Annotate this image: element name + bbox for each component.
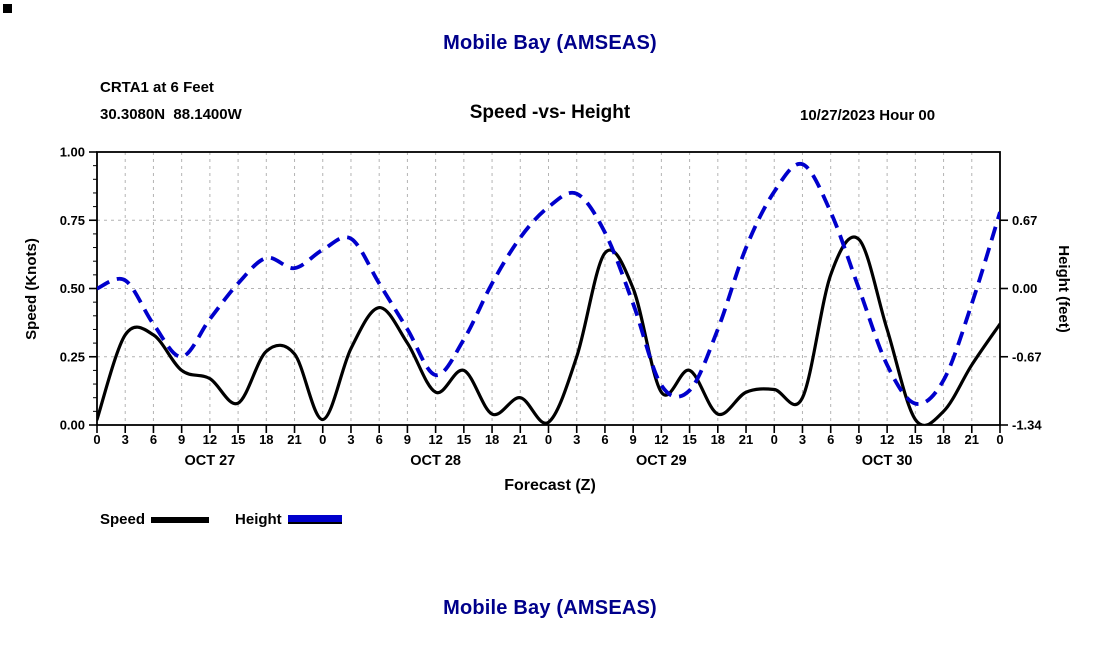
forecast-datetime: 10/27/2023 Hour 00 (800, 107, 936, 124)
x-axis-tick-label: 12 (654, 432, 668, 447)
x-axis-tick-label: 18 (259, 432, 273, 447)
right-axis-tick-label: -0.67 (1012, 349, 1042, 364)
left-axis-tick-label: 0.00 (60, 418, 85, 433)
speed-curve (97, 235, 1000, 425)
x-axis-tick-label: 15 (231, 432, 245, 447)
x-axis-tick-label: 15 (457, 432, 471, 447)
left-axis-tick-label: 0.75 (60, 213, 85, 228)
x-axis-tick-label: 21 (965, 432, 979, 447)
footer-title: Mobile Bay (AMSEAS) (443, 597, 657, 619)
x-axis-tick-label: 21 (287, 432, 301, 447)
height-line-swatch (287, 515, 342, 524)
x-axis-tick-label: 6 (601, 432, 608, 447)
x-axis-tick-label: 18 (711, 432, 725, 447)
x-axis-tick-label: 15 (682, 432, 696, 447)
corner-mark (3, 4, 12, 13)
x-axis-tick-label: 21 (513, 432, 527, 447)
x-axis-tick-label: 0 (93, 432, 100, 447)
right-axis-tick-label: 0.00 (1012, 281, 1037, 296)
x-axis-tick-label: 15 (908, 432, 922, 447)
x-axis-tick-label: 0 (771, 432, 778, 447)
x-axis-tick-label: 9 (178, 432, 185, 447)
x-axis-tick-label: 3 (122, 432, 129, 447)
x-axis-tick-label: 21 (739, 432, 753, 447)
legend-height-label: Height (235, 511, 282, 528)
x-axis-tick-label: 12 (203, 432, 217, 447)
legend: Speed Height (100, 511, 342, 528)
right-axis-tick-label: 0.67 (1012, 213, 1037, 228)
chart-title: Speed -vs- Height (469, 102, 631, 123)
speed-line-swatch (151, 516, 210, 523)
station-coordinates: 30.3080N 88.1400W (100, 106, 242, 123)
right-axis-tick-label: -1.34 (1012, 418, 1042, 433)
height-curve (97, 161, 1000, 406)
day-label: OCT 30 (862, 453, 913, 469)
speed-height-chart: 0.00 0.25 0.50 0.75 1.00 -1.34 -0.67 0.00 0.67 0 3… (60, 145, 1043, 470)
x-axis-tick-label: 0 (319, 432, 326, 447)
day-label: OCT 27 (184, 453, 235, 469)
x-axis-tick-label: 0 (545, 432, 552, 447)
x-axis-tick-label: 6 (376, 432, 383, 447)
x-axis-tick-label: 3 (573, 432, 580, 447)
page-title: Mobile Bay (AMSEAS) (443, 32, 657, 54)
x-axis-tick-label: 9 (404, 432, 411, 447)
x-axis-tick-label: 9 (855, 432, 862, 447)
x-axis-tick-label: 6 (150, 432, 157, 447)
x-axis-tick-label: 6 (827, 432, 834, 447)
left-axis-tick-label: 0.50 (60, 281, 85, 296)
left-axis-tick-label: 0.25 (60, 349, 85, 364)
x-axis-tick-label: 12 (880, 432, 894, 447)
x-axis-tick-label: 18 (936, 432, 950, 447)
x-axis-tick-label: 0 (996, 432, 1003, 447)
x-axis-tick-label: 3 (347, 432, 354, 447)
day-label: OCT 28 (410, 453, 461, 469)
x-axis-tick-label: 9 (630, 432, 637, 447)
station-name: CRTA1 at 6 Feet (100, 79, 214, 96)
x-axis-label: Forecast (Z) (504, 477, 596, 494)
x-axis-tick-label: 18 (485, 432, 499, 447)
day-label: OCT 29 (636, 453, 687, 469)
left-axis-tick-label: 1.00 (60, 145, 85, 160)
legend-speed-label: Speed (100, 511, 146, 528)
x-axis-tick-label: 12 (428, 432, 442, 447)
x-axis-tick-label: 3 (799, 432, 806, 447)
